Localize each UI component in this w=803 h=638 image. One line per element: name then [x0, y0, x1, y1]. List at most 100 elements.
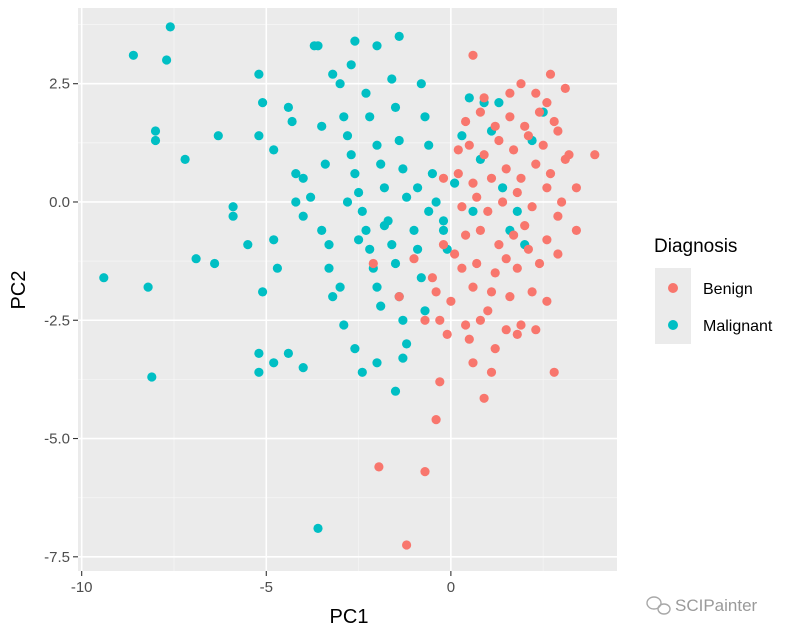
data-point-malignant [387, 74, 397, 84]
data-point-malignant [335, 79, 345, 89]
data-point-benign [464, 140, 474, 150]
data-point-malignant [346, 150, 356, 160]
data-point-benign [374, 462, 384, 472]
data-point-malignant [324, 263, 334, 273]
data-points [99, 22, 600, 550]
y-tick-label: 2.5 [49, 76, 70, 93]
data-point-malignant [342, 131, 353, 141]
data-point-malignant [398, 164, 408, 174]
data-point-malignant [413, 183, 423, 193]
data-point-malignant [335, 282, 345, 292]
data-point-malignant [438, 225, 449, 235]
legend-key-background [655, 268, 691, 344]
data-point-benign [516, 79, 526, 89]
data-point-benign [516, 173, 526, 183]
data-point-malignant [313, 41, 323, 51]
data-point-benign [479, 150, 489, 160]
data-point-benign [435, 377, 445, 387]
legend-key-malignant [668, 320, 678, 330]
data-point-benign [468, 50, 478, 60]
data-point-malignant [413, 244, 423, 254]
data-point-malignant [376, 159, 386, 169]
data-point-benign [409, 254, 419, 264]
data-point-benign [542, 235, 552, 245]
data-point-malignant [147, 372, 157, 382]
series-malignant [99, 22, 548, 534]
data-point-benign [571, 183, 582, 193]
data-point-malignant [357, 367, 367, 377]
data-point-malignant [254, 348, 264, 358]
data-point-malignant [394, 135, 404, 146]
data-point-malignant [354, 187, 364, 198]
data-point-malignant [191, 254, 201, 264]
data-point-benign [486, 173, 497, 183]
data-point-malignant [512, 206, 522, 216]
data-point-benign [442, 329, 452, 339]
data-point-malignant [283, 348, 293, 358]
data-point-benign [486, 367, 497, 377]
data-point-malignant [243, 240, 253, 250]
data-point-malignant [283, 102, 293, 112]
data-point-benign [553, 126, 563, 136]
data-point-malignant [438, 216, 449, 226]
data-point-benign [368, 258, 378, 269]
legend-label-malignant: Malignant [703, 318, 773, 335]
data-point-benign [461, 320, 471, 330]
data-point-malignant [350, 36, 360, 46]
data-point-benign [553, 211, 563, 221]
legend-title: Diagnosis [654, 236, 737, 257]
data-point-benign [523, 244, 534, 254]
y-tick-label: 0.0 [49, 194, 70, 211]
panel-background [78, 8, 617, 571]
data-point-malignant [306, 192, 316, 202]
data-point-benign [553, 249, 563, 259]
data-point-benign [508, 145, 519, 155]
data-point-benign [501, 254, 511, 264]
data-point-malignant [269, 235, 279, 245]
data-point-malignant [379, 183, 389, 193]
data-point-benign [479, 393, 489, 403]
data-point-benign [431, 287, 441, 297]
data-point-benign [490, 121, 500, 131]
data-point-benign [527, 202, 537, 212]
legend-key-benign [668, 283, 678, 293]
data-point-malignant [317, 121, 327, 131]
data-point-malignant [346, 60, 356, 70]
data-point-malignant [254, 131, 264, 141]
data-point-benign [453, 145, 463, 155]
y-tick-label: -5.0 [44, 431, 70, 448]
data-point-benign [402, 540, 412, 550]
data-point-malignant [339, 320, 349, 330]
data-point-benign [542, 296, 552, 306]
data-point-malignant [361, 88, 371, 98]
data-point-malignant [291, 197, 301, 207]
data-point-benign [505, 88, 515, 98]
data-point-benign [520, 121, 530, 131]
data-point-malignant [269, 145, 279, 155]
data-point-malignant [416, 273, 426, 283]
data-point-benign [427, 273, 437, 283]
data-point-malignant [228, 211, 238, 221]
data-point-benign [501, 164, 511, 174]
data-point-benign [494, 240, 504, 250]
y-tick-label: -2.5 [44, 312, 70, 329]
data-point-malignant [372, 140, 382, 150]
data-point-malignant [228, 202, 238, 212]
data-point-benign [461, 230, 471, 240]
data-point-benign [571, 225, 582, 235]
data-point-benign [472, 258, 482, 269]
data-point-benign [590, 150, 600, 160]
data-point-malignant [317, 225, 327, 235]
data-point-malignant [354, 235, 364, 245]
data-point-malignant [402, 192, 412, 202]
data-point-malignant [350, 344, 360, 354]
y-axis-title: PC2 [8, 271, 30, 310]
data-point-benign [531, 159, 541, 169]
data-point-benign [545, 169, 556, 179]
data-point-benign [486, 287, 497, 297]
data-point-malignant [258, 287, 268, 297]
x-tick-label: -5 [260, 579, 273, 596]
data-point-benign [545, 69, 556, 79]
data-point-malignant [254, 367, 264, 377]
